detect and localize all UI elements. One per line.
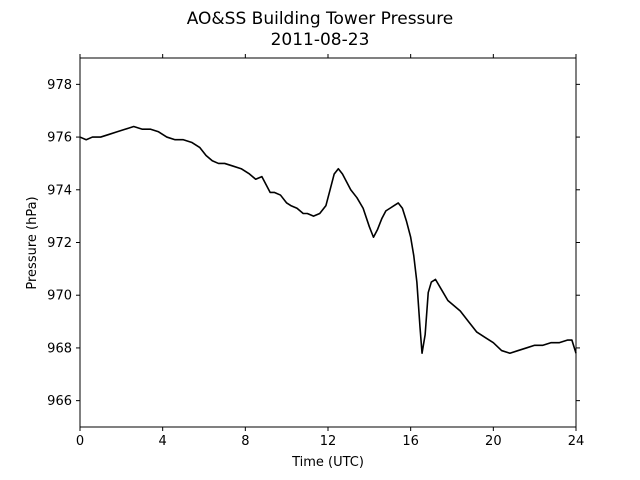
chart-subtitle: 2011-08-23 (271, 30, 370, 50)
y-tick-label: 978 (47, 78, 72, 93)
y-axis-ticks: 966 968 970 972 974 976 978 (47, 78, 580, 409)
x-tick-label: 24 (568, 434, 585, 449)
series-line-pressure (79, 125, 577, 355)
chart-title: AO&SS Building Tower Pressure (187, 9, 454, 29)
x-tick-label: 12 (320, 434, 337, 449)
x-tick-label: 4 (159, 434, 167, 449)
plot-area (79, 57, 577, 428)
x-tick-label: 8 (241, 434, 249, 449)
y-tick-label: 970 (47, 289, 72, 304)
y-tick-label: 974 (47, 183, 72, 198)
y-tick-label: 966 (47, 394, 72, 409)
x-axis-ticks: 0 4 8 12 16 20 24 (76, 54, 584, 449)
x-tick-label: 20 (485, 434, 502, 449)
y-tick-label: 968 (47, 341, 72, 356)
y-axis-label: Pressure (hPa) (25, 196, 40, 289)
x-tick-label: 0 (76, 434, 84, 449)
y-tick-label: 972 (47, 236, 72, 251)
y-tick-label: 976 (47, 131, 72, 146)
x-tick-label: 16 (402, 434, 419, 449)
axes-frame (79, 57, 577, 428)
x-axis-label: Time (UTC) (291, 455, 364, 470)
